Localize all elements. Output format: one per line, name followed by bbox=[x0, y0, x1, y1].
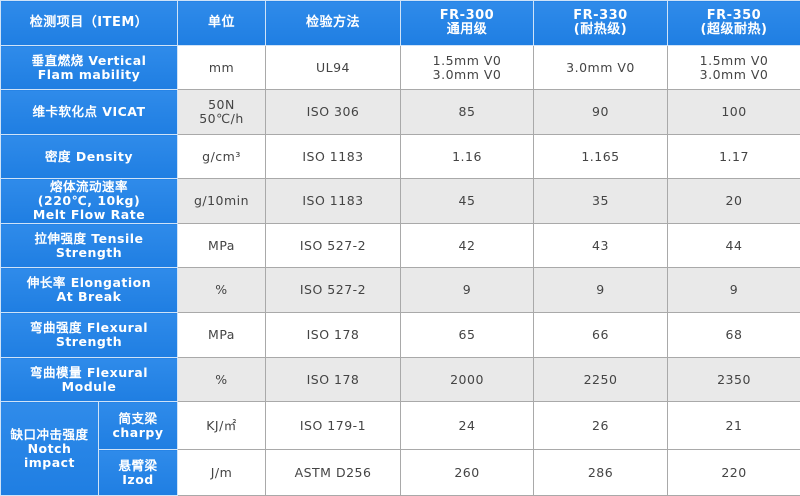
row-value: 90 bbox=[534, 90, 668, 135]
row-method: ISO 527-2 bbox=[266, 268, 401, 313]
row-item: 维卡软化点 VICAT bbox=[1, 90, 178, 135]
table-row: 熔体流动速率 (220℃, 10kg) Melt Flow Rate g/10m… bbox=[1, 179, 800, 224]
header-item: 检测项目（ITEM） bbox=[1, 1, 178, 46]
row-value: 20 bbox=[668, 179, 800, 224]
row-value: 2250 bbox=[534, 358, 668, 402]
row-value: 85 bbox=[401, 90, 534, 135]
row-item: 伸长率 Elongation At Break bbox=[1, 268, 178, 313]
row-unit: 50N 50℃/h bbox=[178, 90, 266, 135]
row-item: 拉伸强度 Tensile Strength bbox=[1, 224, 178, 268]
row-method: ISO 527-2 bbox=[266, 224, 401, 268]
row-value: 2350 bbox=[668, 358, 800, 402]
header-row: 检测项目（ITEM） 单位 检验方法 FR-300 通用级 FR-330 (耐热… bbox=[1, 1, 800, 46]
row-item: 熔体流动速率 (220℃, 10kg) Melt Flow Rate bbox=[1, 179, 178, 224]
row-item: 弯曲模量 Flexural Module bbox=[1, 358, 178, 402]
row-method: ISO 1183 bbox=[266, 179, 401, 224]
row-unit: g/cm³ bbox=[178, 135, 266, 179]
row-value: 1.16 bbox=[401, 135, 534, 179]
header-product: FR-350 (超级耐热) bbox=[668, 1, 800, 46]
header-method: 检验方法 bbox=[266, 1, 401, 46]
row-item: 弯曲强度 Flexural Strength bbox=[1, 313, 178, 358]
row-value: 3.0mm V0 bbox=[534, 46, 668, 90]
row-value: 43 bbox=[534, 224, 668, 268]
row-value: 44 bbox=[668, 224, 800, 268]
row-item: 垂直燃烧 Vertical Flam mability bbox=[1, 46, 178, 90]
row-value: 66 bbox=[534, 313, 668, 358]
row-value: 24 bbox=[401, 402, 534, 450]
row-unit: g/10min bbox=[178, 179, 266, 224]
row-value: 42 bbox=[401, 224, 534, 268]
row-method: ISO 179-1 bbox=[266, 402, 401, 450]
row-unit: MPa bbox=[178, 313, 266, 358]
impact-subitem: 悬臂梁 Izod bbox=[99, 450, 178, 496]
row-unit: % bbox=[178, 268, 266, 313]
row-value: 21 bbox=[668, 402, 800, 450]
row-value: 260 bbox=[401, 450, 534, 496]
row-method: ISO 1183 bbox=[266, 135, 401, 179]
row-value: 1.5mm V0 3.0mm V0 bbox=[401, 46, 534, 90]
row-value: 286 bbox=[534, 450, 668, 496]
row-unit: mm bbox=[178, 46, 266, 90]
row-value: 100 bbox=[668, 90, 800, 135]
row-method: ISO 178 bbox=[266, 313, 401, 358]
row-unit: MPa bbox=[178, 224, 266, 268]
row-value: 65 bbox=[401, 313, 534, 358]
impact-item: 缺口冲击强度 Notch impact bbox=[1, 402, 99, 496]
row-value: 1.5mm V0 3.0mm V0 bbox=[668, 46, 800, 90]
row-value: 45 bbox=[401, 179, 534, 224]
impact-subitem: 简支梁 charpy bbox=[99, 402, 178, 450]
row-method: ASTM D256 bbox=[266, 450, 401, 496]
row-value: 1.165 bbox=[534, 135, 668, 179]
row-value: 9 bbox=[401, 268, 534, 313]
row-unit: J/m bbox=[178, 450, 266, 496]
row-value: 2000 bbox=[401, 358, 534, 402]
row-unit: KJ/㎡ bbox=[178, 402, 266, 450]
row-method: UL94 bbox=[266, 46, 401, 90]
row-value: 220 bbox=[668, 450, 800, 496]
row-value: 1.17 bbox=[668, 135, 800, 179]
row-value: 68 bbox=[668, 313, 800, 358]
header-product: FR-330 (耐热级) bbox=[534, 1, 668, 46]
header-unit: 单位 bbox=[178, 1, 266, 46]
row-value: 9 bbox=[668, 268, 800, 313]
row-value: 9 bbox=[534, 268, 668, 313]
row-method: ISO 178 bbox=[266, 358, 401, 402]
row-unit: % bbox=[178, 358, 266, 402]
row-value: 35 bbox=[534, 179, 668, 224]
header-product: FR-300 通用级 bbox=[401, 1, 534, 46]
row-method: ISO 306 bbox=[266, 90, 401, 135]
row-value: 26 bbox=[534, 402, 668, 450]
row-item: 密度 Density bbox=[1, 135, 178, 179]
